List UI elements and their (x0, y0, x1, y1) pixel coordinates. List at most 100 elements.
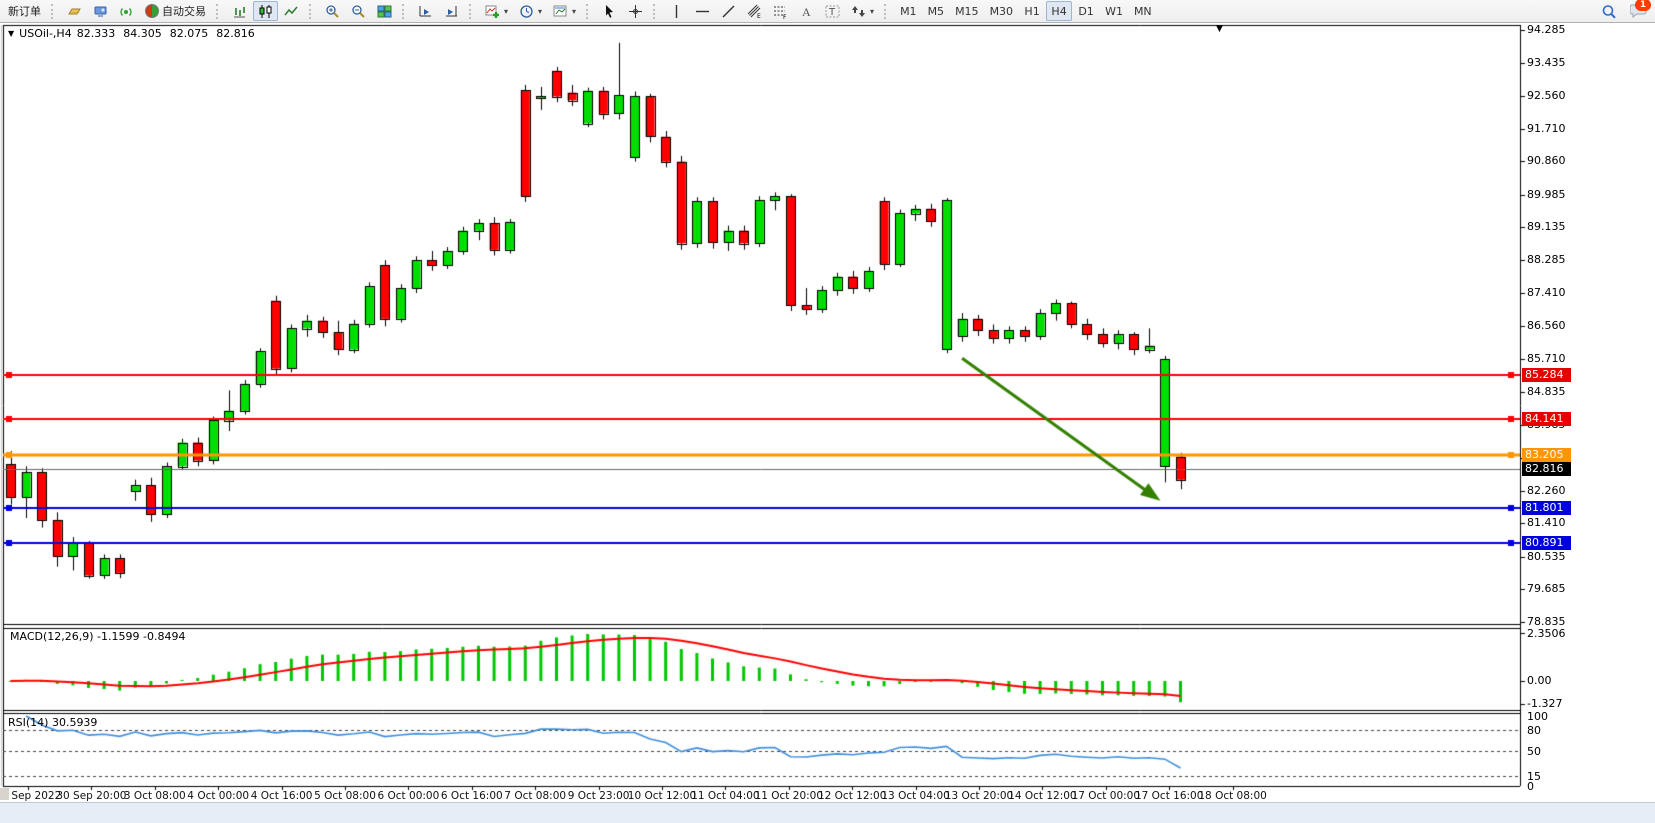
indicators-add-button[interactable]: ▾ (480, 1, 513, 21)
text-label-button[interactable]: T (820, 1, 845, 21)
periods-clock-button[interactable]: ▾ (514, 1, 547, 21)
vertical-line-icon (669, 4, 684, 19)
rsi-axis-label: 0 (1527, 780, 1534, 793)
zoom-in-icon (325, 4, 340, 19)
price-axis-label: 89.135 (1527, 220, 1566, 234)
equidistant-channel-button[interactable]: E (742, 1, 767, 21)
price-line-badge: 81.801 (1522, 501, 1571, 516)
bar-chart-icon (232, 4, 247, 19)
time-axis-label: 4 Oct 16:00 (250, 790, 313, 802)
timeframe-button-M1[interactable]: M1 (895, 1, 922, 21)
cursor-button[interactable] (597, 1, 622, 21)
timeframe-toolbar: M1 M5 M15 M30 H1 H4 D1 W1 MN (895, 1, 1157, 21)
timeframe-button-MN[interactable]: MN (1129, 1, 1157, 21)
ohlc-high: 84.305 (123, 27, 162, 40)
autotrading-button[interactable]: 自动交易 (140, 1, 211, 21)
timeframe-button-H4[interactable]: H4 (1046, 1, 1073, 21)
signals-icon (119, 4, 134, 19)
toolbar-grip (586, 3, 592, 19)
symbol-dropdown-icon[interactable]: ▼ (8, 29, 15, 38)
tile-windows-button[interactable] (372, 1, 397, 21)
market-watch-button[interactable] (88, 1, 113, 21)
search-button[interactable] (1596, 1, 1621, 21)
fibonacci-button[interactable]: F (768, 1, 793, 21)
text-button[interactable]: A (794, 1, 819, 21)
time-axis-label: 9 Oct 23:00 (567, 790, 630, 802)
zoom-in-button[interactable] (320, 1, 345, 21)
price-line-badge: 84.141 (1522, 411, 1571, 426)
price-axis-label: 80.535 (1527, 549, 1566, 563)
autotrading-label: 自动交易 (162, 5, 206, 18)
rsi-axis-label: 15 (1527, 769, 1541, 783)
status-bar (0, 802, 1655, 823)
vertical-line-button[interactable] (664, 1, 689, 21)
candlestick-chart-icon (258, 4, 273, 19)
crosshair-button[interactable] (623, 1, 648, 21)
symbol-period-label: USOil-,H4 (19, 27, 72, 40)
price-axis-label: 90.860 (1527, 154, 1566, 168)
crosshair-icon (628, 4, 643, 19)
time-axis-label: 30 Sep 20:00 (56, 790, 127, 802)
chevron-down-icon: ▾ (870, 6, 875, 16)
ohlc-low: 82.075 (169, 27, 209, 40)
price-axis-label: 88.285 (1527, 252, 1566, 266)
clock-icon (519, 4, 534, 19)
line-chart-button[interactable] (279, 1, 304, 21)
price-axis-label: 89.985 (1527, 187, 1566, 201)
macd-axis-label: 0.00 (1527, 674, 1552, 687)
toolbar-grip (51, 3, 57, 19)
chart-shift-button[interactable] (439, 1, 464, 21)
notifications-button[interactable]: 1 (1622, 0, 1652, 21)
timeframe-button-H1[interactable]: H1 (1019, 1, 1045, 21)
time-axis-label: 17 Oct 00:00 (1071, 790, 1141, 802)
price-axis-label: 86.560 (1527, 319, 1566, 333)
price-axis-label: 91.710 (1527, 121, 1566, 135)
trendline-button[interactable] (716, 1, 741, 21)
arrows-button[interactable]: ▾ (846, 1, 879, 21)
macd-axis-label: 2.3506 (1527, 627, 1566, 640)
toolbar: 新订单 自动交易 ▾ ▾ ▾ E F A T ▾ M1 M5 M15 M30 H1 H4 D… (0, 0, 1655, 23)
time-axis-label: 17 Oct 16:00 (1134, 790, 1204, 802)
scroll-end-marker-icon[interactable]: ▼ (1216, 24, 1223, 34)
timeframe-button-M30[interactable]: M30 (985, 1, 1019, 21)
timeframe-button-D1[interactable]: D1 (1073, 1, 1099, 21)
candlestick-chart-button[interactable] (253, 1, 278, 21)
toolbar-grip (402, 3, 408, 19)
timeframe-button-M5[interactable]: M5 (923, 1, 950, 21)
price-axis-label: 87.410 (1527, 286, 1566, 300)
timeframe-button-W1[interactable]: W1 (1100, 1, 1128, 21)
toolbar-grip (469, 3, 475, 19)
macd-axis-label: -1.327 (1527, 697, 1563, 710)
time-axis-label: 3 Oct 08:00 (123, 790, 186, 802)
new-order-button[interactable]: 新订单 (3, 1, 46, 21)
svg-text:T: T (828, 7, 836, 18)
time-axis-label: 14 Oct 12:00 (1008, 790, 1077, 802)
toolbar-grip (309, 3, 315, 19)
templates-button[interactable]: ▾ (548, 1, 581, 21)
svg-text:E: E (757, 13, 761, 19)
rsi-axis-label: 50 (1527, 745, 1541, 758)
time-axis-label: 6 Oct 00:00 (377, 790, 440, 802)
tile-windows-icon (377, 4, 392, 19)
templates-icon (553, 4, 568, 19)
zoom-out-button[interactable] (346, 1, 371, 21)
market-watch-icon (93, 4, 108, 19)
search-icon (1601, 4, 1616, 19)
horizontal-line-button[interactable] (690, 1, 715, 21)
gold-ingot-button[interactable] (62, 1, 87, 21)
horizontal-line-icon (695, 4, 710, 19)
time-axis-label: 7 Oct 08:00 (504, 790, 567, 802)
bar-chart-button[interactable] (227, 1, 252, 21)
signals-button[interactable] (114, 1, 139, 21)
ohlc-close: 82.816 (216, 27, 255, 40)
timeframe-button-M15[interactable]: M15 (950, 1, 984, 21)
price-line-badge: 85.284 (1522, 367, 1571, 382)
price-line-badge: 80.891 (1522, 536, 1571, 551)
chevron-down-icon: ▾ (504, 6, 509, 16)
rsi-indicator-label: RSI(14) 30.5939 (8, 716, 98, 729)
time-axis-label: 5 Oct 08:00 (314, 790, 376, 802)
auto-scroll-button[interactable] (413, 1, 438, 21)
arrows-icon (851, 4, 866, 19)
price-axis-label: 78.835 (1527, 615, 1566, 629)
